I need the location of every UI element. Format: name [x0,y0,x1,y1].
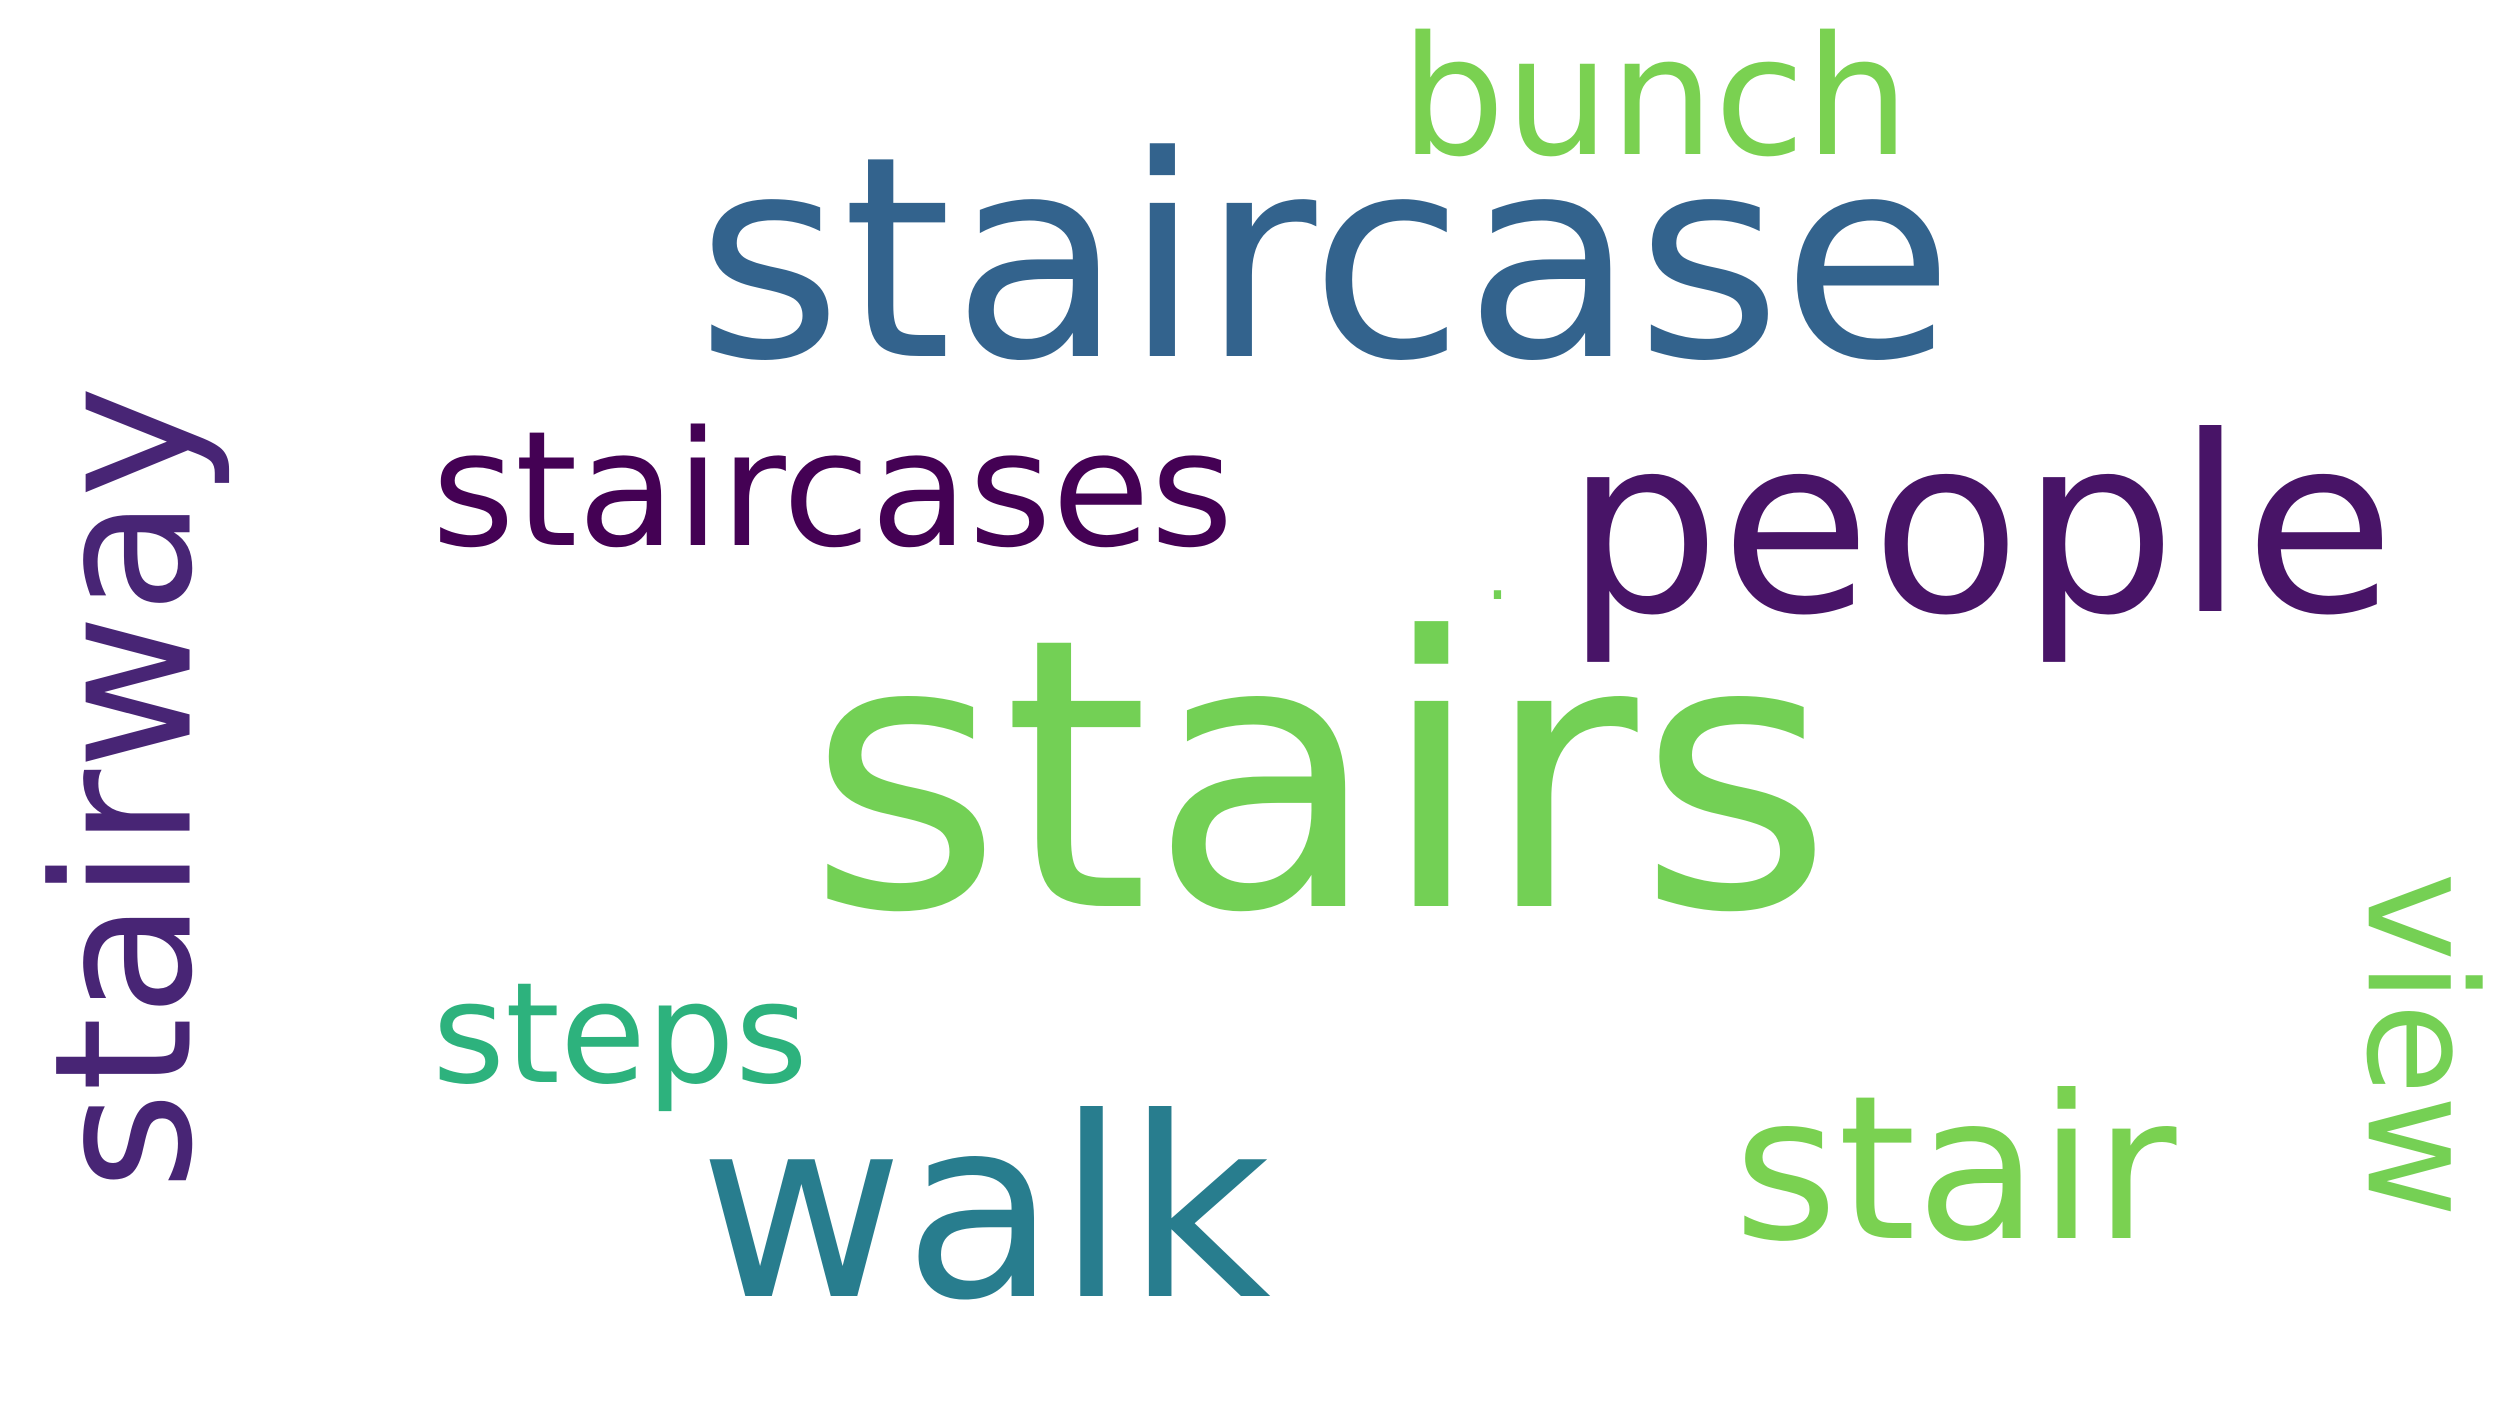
word-staircase: staircase [696,97,1954,423]
word-stairway: stairway [14,384,235,1191]
word-steps: steps [432,953,808,1116]
word-bunch: bunch [1400,1,1910,193]
word-dot: . [1486,534,1509,616]
word-stairs: stairs [807,559,1833,995]
word-staircases: staircases [431,396,1234,583]
word-people: people [1565,384,2395,670]
word-view: view [2332,872,2504,1218]
word-stair: stair [1733,1053,2177,1286]
word-walk: walk [699,1064,1271,1355]
